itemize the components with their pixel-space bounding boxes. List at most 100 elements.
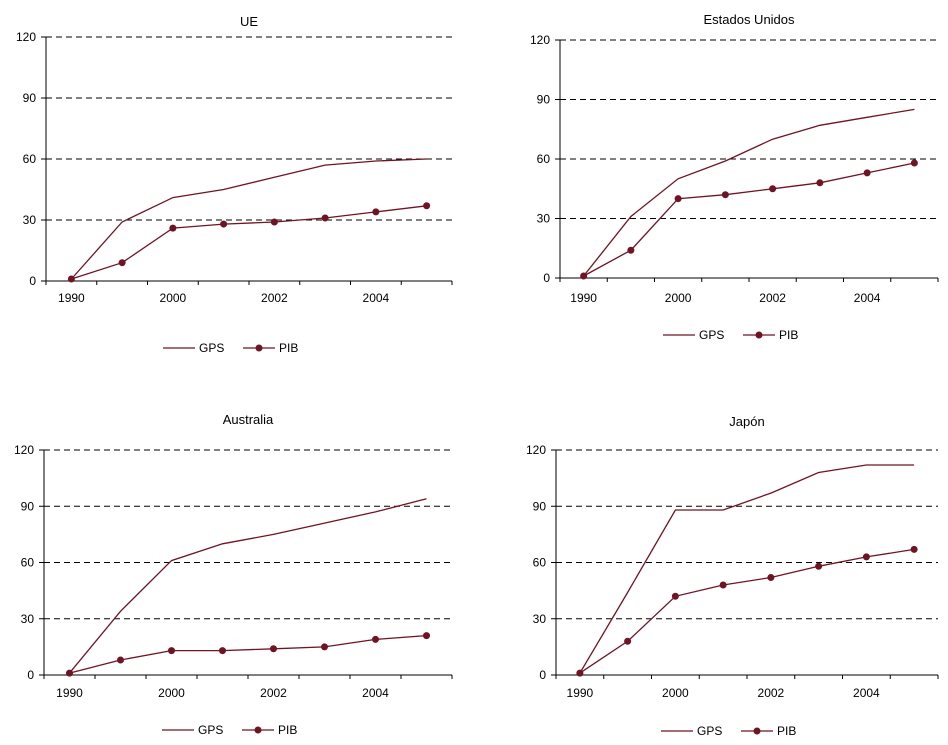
data-point	[117, 656, 124, 664]
legend: GPS PIB	[663, 328, 798, 342]
data-point	[910, 159, 918, 167]
legend: GPS PIB	[163, 341, 298, 355]
y-tick-label: 90	[533, 499, 547, 513]
legend-marker	[255, 344, 263, 352]
chart-panel: UE 0 30 60 90 120 1990 2000 2002 2004 GPS PIB	[16, 14, 453, 355]
data-point	[118, 259, 126, 267]
data-point	[815, 562, 823, 570]
x-tick-label: 2002	[758, 686, 785, 700]
legend-label: GPS	[198, 723, 223, 737]
data-point	[816, 179, 824, 187]
legend-marker	[254, 726, 262, 734]
x-tick-label: 2002	[260, 686, 287, 700]
legend-label: PIB	[777, 724, 796, 738]
y-tick-label: 60	[23, 152, 37, 166]
legend-marker	[755, 331, 763, 339]
series-line-gps	[68, 498, 427, 674]
legend-label: GPS	[699, 328, 724, 342]
x-tick-label: 1990	[56, 686, 83, 700]
data-point	[674, 195, 682, 203]
y-tick-label: 120	[14, 443, 34, 457]
data-point	[270, 645, 277, 653]
data-point	[423, 202, 431, 210]
data-point	[270, 218, 278, 226]
y-tick-label: 30	[533, 612, 547, 626]
x-tick-label: 2000	[160, 291, 187, 305]
data-point	[671, 592, 679, 600]
y-tick-label: 30	[537, 212, 551, 226]
y-tick-label: 30	[23, 213, 37, 227]
data-point	[372, 635, 379, 643]
x-tick-label: 2004	[854, 291, 881, 305]
y-tick-label: 0	[27, 668, 34, 682]
data-point	[863, 169, 871, 177]
y-tick-label: 120	[526, 443, 546, 457]
legend-label: PIB	[278, 723, 297, 737]
data-point	[169, 224, 177, 232]
x-tick-label: 2000	[158, 686, 185, 700]
y-tick-label: 60	[533, 556, 547, 570]
y-tick-label: 120	[16, 30, 36, 44]
y-tick-label: 0	[29, 274, 36, 288]
series-line-gps	[579, 464, 915, 674]
data-point	[576, 669, 584, 677]
y-tick-label: 90	[537, 93, 551, 107]
legend: GPS PIB	[162, 723, 297, 737]
series-line-pib	[69, 634, 427, 674]
data-point	[580, 272, 588, 280]
legend-label: PIB	[279, 341, 298, 355]
data-point	[627, 246, 635, 254]
y-tick-label: 0	[543, 271, 550, 285]
x-tick-label: 1990	[567, 686, 594, 700]
y-tick-label: 30	[21, 612, 35, 626]
x-tick-label: 1990	[58, 291, 85, 305]
data-point	[67, 275, 75, 283]
data-point	[220, 220, 228, 228]
y-tick-label: 60	[537, 152, 551, 166]
x-tick-label: 1990	[570, 291, 597, 305]
legend-label: PIB	[779, 328, 798, 342]
series-line-pib	[579, 548, 915, 674]
y-tick-label: 0	[539, 668, 546, 682]
x-tick-label: 2002	[759, 291, 786, 305]
data-point	[721, 191, 729, 199]
x-tick-label: 2000	[665, 291, 692, 305]
data-point	[168, 647, 175, 655]
x-tick-label: 2004	[853, 686, 880, 700]
y-tick-label: 90	[21, 499, 35, 513]
data-point	[767, 574, 775, 581]
chart-panel: Japón 0 30 60 90 120 1990 2000 2002 2004 GPS PIB	[526, 414, 939, 738]
chart-title: Australia	[223, 412, 274, 427]
data-point	[372, 208, 380, 216]
y-tick-label: 60	[21, 556, 35, 570]
x-tick-label: 2002	[261, 291, 288, 305]
legend-label: GPS	[697, 724, 722, 738]
data-point	[769, 185, 777, 193]
chart-panel: Estados Unidos 0 30 60 90 120 1990 2000 2002 2004…	[530, 12, 939, 342]
series-line-gps	[70, 158, 427, 280]
series-line-pib	[583, 162, 915, 277]
data-point	[66, 669, 73, 677]
series-line-pib	[71, 205, 427, 280]
chart-title: Japón	[729, 414, 764, 429]
data-point	[321, 643, 328, 651]
legend-label: GPS	[199, 341, 224, 355]
chart-panel: Australia 0 30 60 90 120 1990 2000 2002 2004 GPS PI…	[14, 412, 453, 737]
x-tick-label: 2004	[362, 686, 389, 700]
data-point	[862, 553, 870, 561]
data-point	[624, 637, 632, 645]
data-point	[719, 581, 727, 589]
y-tick-label: 120	[530, 33, 550, 47]
chart-title: Estados Unidos	[703, 12, 795, 27]
chart-title: UE	[240, 14, 258, 29]
data-point	[219, 647, 226, 655]
legend: GPS PIB	[661, 724, 796, 738]
data-point	[423, 632, 430, 640]
data-point	[321, 214, 329, 222]
series-line-gps	[583, 108, 915, 277]
data-point	[910, 545, 918, 553]
legend-marker	[753, 727, 761, 735]
y-tick-label: 90	[23, 91, 37, 105]
